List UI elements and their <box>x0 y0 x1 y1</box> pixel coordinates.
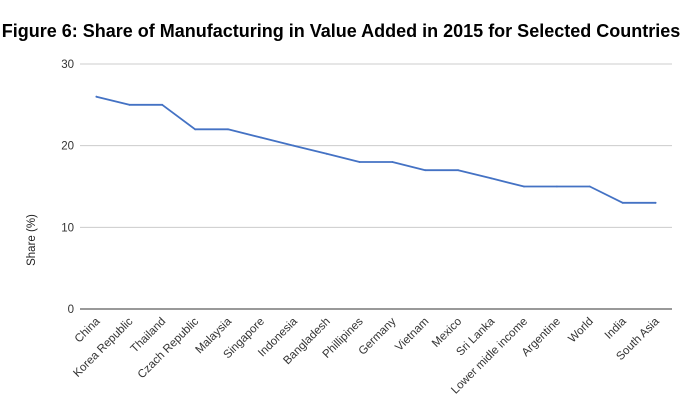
data-point <box>391 161 394 163</box>
data-point <box>654 201 657 204</box>
data-point <box>457 169 460 172</box>
x-tick-label: China <box>73 315 103 345</box>
x-tick-label: Vietnam <box>393 316 431 354</box>
x-tick-label: Czach Republic <box>136 315 202 381</box>
data-point <box>523 185 525 188</box>
data-point <box>555 185 558 188</box>
y-tick-label: 0 <box>68 304 74 316</box>
data-point <box>424 169 427 172</box>
y-tick-label: 20 <box>61 141 74 153</box>
chart-title: Figure 6: Share of Manufacturing in Valu… <box>2 21 680 41</box>
data-point <box>95 95 98 98</box>
data-point <box>490 177 493 180</box>
data-point <box>325 152 328 155</box>
data-point <box>227 128 229 131</box>
y-tick-labels: 0 10 20 30 <box>61 59 74 316</box>
y-tick-label: 30 <box>61 59 74 71</box>
data-point <box>259 136 262 139</box>
x-tick-label: World <box>566 316 596 346</box>
data-point <box>358 161 361 163</box>
data-point <box>292 144 295 147</box>
series-line-0 <box>95 95 657 204</box>
gridlines <box>80 63 672 310</box>
y-axis-title: Share (%) <box>26 214 38 266</box>
data-point <box>621 201 624 204</box>
data-point <box>194 128 197 131</box>
series-lines <box>95 95 657 204</box>
x-tick-label: India <box>603 315 630 342</box>
data-point <box>588 185 591 188</box>
data-point <box>161 103 164 106</box>
data-point <box>128 103 131 106</box>
y-tick-label: 10 <box>61 222 74 234</box>
x-tick-label: Korea Republic <box>71 315 135 379</box>
